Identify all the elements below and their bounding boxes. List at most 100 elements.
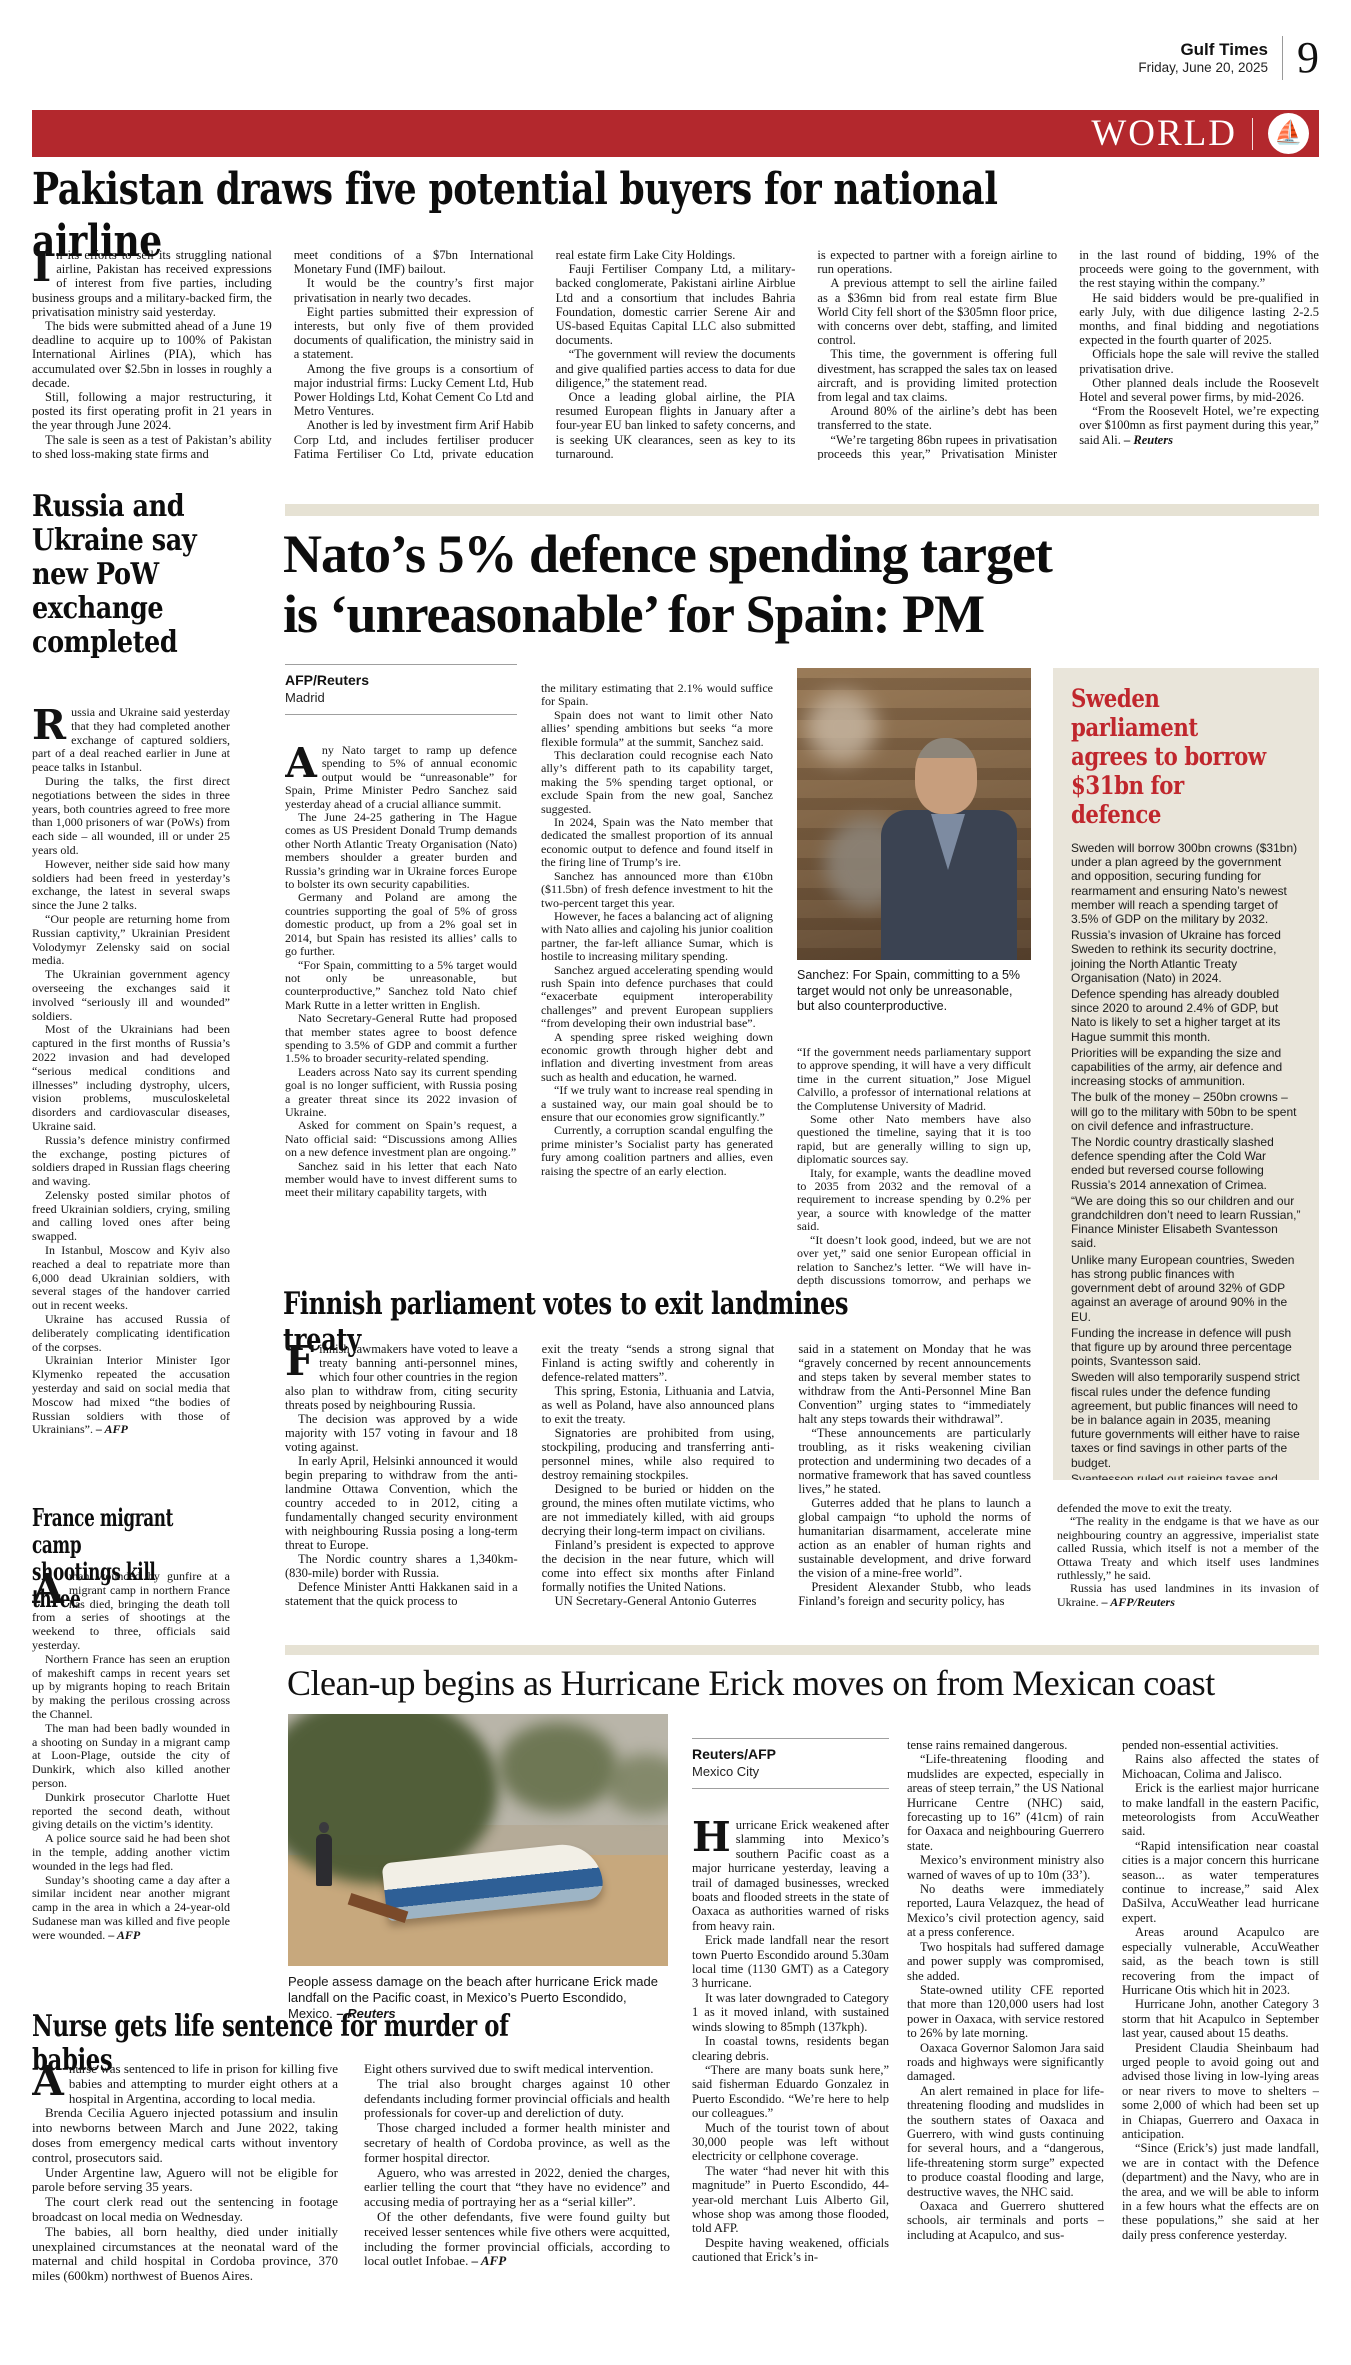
- palm-trees: [606, 1754, 668, 1814]
- paragraph: The Nordic country drastically slashed d…: [1071, 1135, 1274, 1192]
- agency-credit: – AFP: [108, 1927, 141, 1942]
- finland-headline: Finnish parliament votes to exit landmin…: [283, 1286, 849, 1358]
- paragraph: The man had been badly wounded in a shoo…: [32, 1720, 230, 1790]
- paragraph: However, he faces a balancing act of ali…: [541, 908, 773, 964]
- paragraph: In Istanbul, Moscow and Kyiv also reache…: [32, 1243, 230, 1313]
- paragraph: Most of the Ukrainians had been captured…: [32, 1022, 230, 1133]
- section-banner: WORLD ⛵: [32, 110, 1319, 157]
- paragraph: “The government will review the document…: [555, 347, 796, 390]
- paragraph: Aguero, who was arrested in 2022, denied…: [364, 2164, 670, 2210]
- page-number: 9: [1297, 33, 1319, 82]
- hurricane-photo: [288, 1714, 668, 1966]
- paragraph: The babies, all born healthy, died under…: [32, 2223, 338, 2284]
- paragraph: Of the other defendants, five were found…: [364, 2208, 670, 2269]
- paragraph: “Rapid intensification near coastal citi…: [1122, 1838, 1319, 1925]
- paragraph: Once a leading global airline, the PIA r…: [555, 390, 796, 460]
- paragraph: An alert remained in place for life-thre…: [907, 2083, 1104, 2199]
- logo-circle: ⛵: [1268, 113, 1309, 154]
- paragraph: “There are many boats sunk here,” said f…: [692, 2062, 889, 2121]
- paragraph: The bids were submitted ahead of a June …: [32, 319, 272, 390]
- paragraph: “If we truly want to increase real spend…: [541, 1083, 773, 1124]
- paragraph: This time, the government is offering fu…: [817, 347, 1058, 405]
- paragraph: Unlike many European countries, Sweden h…: [1071, 1252, 1295, 1324]
- paragraph: Priorities will be expanding the size an…: [1071, 1045, 1283, 1089]
- paragraph: real estate firm Lake City Holdings.: [555, 248, 736, 262]
- nato-column-2: the military estimating that 2.1% would …: [541, 682, 773, 1288]
- pakistan-headline: Pakistan draws five potential buyers for…: [32, 164, 998, 267]
- sanchez-photo-caption: Sanchez: For Spain, committing to a 5% t…: [797, 968, 1021, 1013]
- article-column: Finnish lawmakers have voted to leave a …: [285, 1342, 518, 1638]
- paragraph: This declaration could recognise each Na…: [541, 748, 773, 816]
- paragraph: Russia’s invasion of Ukraine has forced …: [1071, 928, 1281, 985]
- dhow-ship-icon: ⛵: [1274, 120, 1303, 146]
- sweden-headline: Sweden parliament agrees to borrow $31bn…: [1071, 684, 1266, 829]
- agency-credit: – AFP/Reuters: [1101, 1594, 1175, 1609]
- paragraph: Rains also affected the states of Michoa…: [1122, 1752, 1319, 1781]
- paragraph: Italy, for example, wants the deadline m…: [797, 1165, 1031, 1234]
- paragraph: “We’re targeting 86bn rupees in privatis…: [817, 432, 1058, 460]
- paragraph: This spring, Estonia, Lithuania and Latv…: [541, 1384, 775, 1426]
- paragraph: Sweden will borrow 300bn crowns ($31bn) …: [1071, 841, 1298, 927]
- sanchez-head: [915, 738, 977, 814]
- paragraph: Much of the tourist town of about 30,000…: [692, 2120, 889, 2164]
- paragraph: Some other Nato members have also questi…: [797, 1112, 1031, 1167]
- paragraph: Brenda Cecilia Aguero injected potassium…: [32, 2105, 338, 2165]
- nato-section-bar: [285, 504, 1319, 516]
- paragraph: Defence Minister Antti Hakkanen said in …: [285, 1580, 518, 1608]
- hurricane-section-bar: [285, 1645, 1319, 1655]
- paragraph: The Nordic country shares a 1,340km- (83…: [285, 1552, 518, 1580]
- paragraph: Erick made landfall near the resort town…: [692, 1933, 889, 1991]
- paragraph: Zelensky posted similar photos of freed …: [32, 1187, 230, 1244]
- paragraph: Among the five groups is a consortium of…: [293, 361, 534, 419]
- paragraph: The bulk of the money – 250bn crowns – w…: [1071, 1090, 1297, 1133]
- paragraph: Russia has used landmines in its invasio…: [1057, 1581, 1319, 1609]
- byline-agency: AFP/Reuters: [285, 672, 370, 688]
- paragraph: People assess damage on the beach after …: [288, 1974, 658, 2021]
- paragraph: Russia’s defence ministry confirmed the …: [32, 1132, 230, 1189]
- paragraph: Other planned deals include the Roosevel…: [1079, 375, 1319, 405]
- paragraph: A police source said he had been shot in…: [32, 1831, 230, 1873]
- paragraph: Germany and Poland are among the countri…: [285, 890, 517, 959]
- paragraph: Nato Secretary-General Rutte had propose…: [285, 1011, 517, 1066]
- paragraph: The decision was approved by a wide majo…: [285, 1412, 518, 1454]
- paragraph: During the talks, the first direct negot…: [32, 773, 230, 857]
- paragraph: “Our people are returning home from Russ…: [32, 911, 230, 968]
- article-column: exit the treaty “sends a strong signal t…: [542, 1342, 775, 1638]
- article-column: in the last round of bidding, 19% of the…: [1079, 248, 1319, 460]
- paragraph: in the last round of bidding, 19% of the…: [1079, 248, 1319, 291]
- article-column: A nurse was sentenced to life in prison …: [32, 2062, 338, 2365]
- paragraph: The court clerk read out the sentencing …: [32, 2194, 338, 2224]
- finland-article-columns: Finnish lawmakers have voted to leave a …: [285, 1342, 1031, 1638]
- france-headline: France migrant camp shootings kill three: [32, 1503, 174, 1613]
- paragraph: Sanchez said in his letter that each Nat…: [285, 1158, 517, 1200]
- paragraph: Guterres added that he plans to launch a…: [798, 1496, 1032, 1580]
- paragraph: Despite having weakened, officials cauti…: [692, 2235, 889, 2265]
- paragraph: Areas around Acapulco are especially vul…: [1122, 1925, 1319, 1997]
- paragraph: tense rains remained dangerous.: [907, 1738, 1068, 1752]
- paragraph: Russia and Ukraine said yesterday that t…: [32, 706, 230, 775]
- photo-background-figure: [807, 692, 877, 762]
- paragraph: The water “had never hit with this magni…: [692, 2163, 889, 2236]
- paragraph: Any Nato target to ramp up defence spend…: [285, 744, 517, 811]
- paragraph: “Life-threatening flooding and mudslides…: [907, 1752, 1104, 1853]
- paragraph: “These announcements are particularly tr…: [798, 1426, 1032, 1496]
- paragraph: A man wounded by gunfire at a migrant ca…: [32, 1570, 230, 1652]
- paragraph: Defence spending has already doubled sin…: [1071, 987, 1281, 1044]
- byline-place: Mexico City: [692, 1764, 760, 1779]
- paragraph: “It doesn’t look good, indeed, but we ar…: [797, 1232, 1031, 1288]
- paragraph: UN Secretary-General Antonio Guterres: [554, 1594, 757, 1608]
- paragraph: “The reality in the endgame is that we h…: [1057, 1514, 1319, 1583]
- paragraph: Oaxaca Governor Salomon Jara said roads …: [907, 2040, 1104, 2084]
- pow-article-body: Russia and Ukraine said yesterday that t…: [32, 706, 230, 1494]
- paragraph: In 2024, Spain was the Nato member that …: [541, 815, 773, 870]
- paragraph: It was later downgraded to Category 1 as…: [692, 1990, 889, 2034]
- paragraph: Sunday’s shooting came a day after a sim…: [32, 1872, 230, 1942]
- article-column: Eight others survived due to swift medic…: [364, 2062, 670, 2365]
- paragraph: Dunkirk prosecutor Charlotte Huet report…: [32, 1789, 230, 1832]
- paragraph: A spending spree risked weighing down ec…: [541, 1029, 773, 1084]
- paragraph: Another is led by investment firm Arif H…: [293, 418, 534, 460]
- banner-divider: [1252, 117, 1253, 150]
- nato-column-1: Any Nato target to ramp up defence spend…: [285, 744, 517, 1288]
- pakistan-article-columns: In its efforts to sell its struggling na…: [32, 248, 1319, 460]
